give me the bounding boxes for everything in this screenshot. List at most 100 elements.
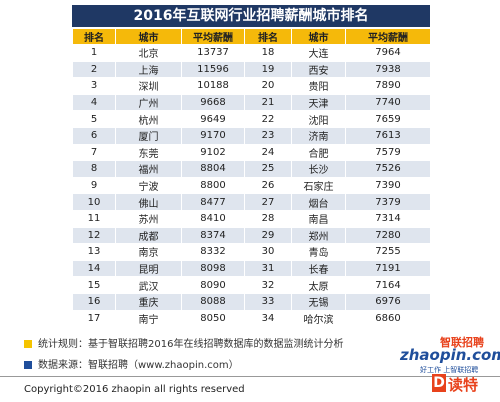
title: 2016年互联网行业招聘薪酬城市排名 <box>72 5 430 27</box>
table-cell: 30 <box>244 243 292 261</box>
table-cell: 9102 <box>181 143 245 162</box>
table-cell: 7938 <box>345 60 431 79</box>
table-row: 12 成都 8374 29 郑州 7280 <box>72 226 431 245</box>
table-cell: 烟台 <box>291 193 346 211</box>
table-cell: 13737 <box>181 44 245 62</box>
table-row: 2 上海 11596 19 西安 7938 <box>72 60 431 79</box>
table-cell: 7659 <box>345 110 431 128</box>
table-cell: 34 <box>244 309 292 328</box>
table-cell: 石家庄 <box>291 176 346 195</box>
header-cell: 平均薪酬 <box>181 28 245 45</box>
table-cell: 6860 <box>345 309 431 328</box>
table-cell: 昆明 <box>115 259 182 278</box>
table-cell: 8374 <box>181 226 245 245</box>
table-cell: 10 <box>72 193 116 211</box>
table-cell: 杭州 <box>115 110 182 128</box>
table-cell: 武汉 <box>115 276 182 294</box>
table-cell: 17 <box>72 309 116 328</box>
table-cell: 天津 <box>291 93 346 112</box>
table-cell: 8 <box>72 160 116 178</box>
table-cell: 4 <box>72 93 116 112</box>
salary-table: 排名 城市 平均薪酬 排名 城市 平均薪酬 1 北京 13737 18 大连 7964 2 上海 11596… <box>72 28 431 328</box>
header-row: 排名 城市 平均薪酬 排名 城市 平均薪酬 <box>72 28 431 45</box>
table-cell: 9 <box>72 176 116 195</box>
table-cell: 8804 <box>181 160 245 178</box>
table-cell: 21 <box>244 93 292 112</box>
copyright: Copyright©2016 zhaopin all rights reserv… <box>24 384 245 395</box>
table-cell: 7740 <box>345 93 431 112</box>
table-row: 16 重庆 8088 33 无锡 6976 <box>72 292 431 311</box>
table-cell: 北京 <box>115 44 182 62</box>
table-cell: 32 <box>244 276 292 294</box>
header-cell: 排名 <box>72 28 116 45</box>
table-cell: 苏州 <box>115 209 182 228</box>
logo-slogan: 好工作 上智联招聘 <box>420 366 479 374</box>
table-cell: 7280 <box>345 226 431 245</box>
table-row: 5 杭州 9649 22 沈阳 7659 <box>72 110 431 128</box>
note-source: 数据来源：智联招聘（www.zhaopin.com） <box>24 356 239 371</box>
table-cell: 贵阳 <box>291 77 346 95</box>
table-cell: 重庆 <box>115 292 182 311</box>
table-cell: 27 <box>244 193 292 211</box>
table-cell: 8098 <box>181 259 245 278</box>
table-cell: 广州 <box>115 93 182 112</box>
logo-partner: 读特 <box>448 376 479 394</box>
table-cell: 9649 <box>181 110 245 128</box>
table-cell: 28 <box>244 209 292 228</box>
table-cell: 7314 <box>345 209 431 228</box>
table-cell: 2 <box>72 60 116 79</box>
table-row: 8 福州 8804 25 长沙 7526 <box>72 160 431 178</box>
table-cell: 6976 <box>345 292 431 311</box>
table-cell: 22 <box>244 110 292 128</box>
table-cell: 7379 <box>345 193 431 211</box>
table-cell: 哈尔滨 <box>291 309 346 328</box>
table-cell: 9668 <box>181 93 245 112</box>
table-row: 14 昆明 8098 31 长春 7191 <box>72 259 431 278</box>
note-text: 统计规则：基于智联招聘2016年在线招聘数据库的数据监测统计分析 <box>38 339 344 350</box>
header-cell: 排名 <box>244 28 292 45</box>
table-cell: 29 <box>244 226 292 245</box>
table-cell: 1 <box>72 44 116 62</box>
header-cell: 城市 <box>115 28 182 45</box>
table-row: 17 南宁 8050 34 哈尔滨 6860 <box>72 309 431 328</box>
header-cell: 城市 <box>291 28 346 45</box>
header-cell: 平均薪酬 <box>345 28 431 45</box>
table-row: 3 深圳 10188 20 贵阳 7890 <box>72 77 431 95</box>
table-cell: 厦门 <box>115 126 182 145</box>
table-cell: 南宁 <box>115 309 182 328</box>
table-cell: 南昌 <box>291 209 346 228</box>
table-cell: 19 <box>244 60 292 79</box>
note-rule: 统计规则：基于智联招聘2016年在线招聘数据库的数据监测统计分析 <box>24 335 343 350</box>
table-cell: 33 <box>244 292 292 311</box>
table-cell: 24 <box>244 143 292 162</box>
table-cell: 14 <box>72 259 116 278</box>
table-cell: 10188 <box>181 77 245 95</box>
table-cell: 7613 <box>345 126 431 145</box>
table-cell: 9170 <box>181 126 245 145</box>
logo-brand: 智联招聘 <box>440 336 484 349</box>
note-text: 数据来源：智联招聘（www.zhaopin.com） <box>38 360 239 371</box>
table-cell: 7579 <box>345 143 431 162</box>
table-cell: 长沙 <box>291 160 346 178</box>
table-cell: 16 <box>72 292 116 311</box>
table-cell: 7526 <box>345 160 431 178</box>
table-cell: 7390 <box>345 176 431 195</box>
table-cell: 11 <box>72 209 116 228</box>
table-cell: 31 <box>244 259 292 278</box>
table-row: 11 苏州 8410 28 南昌 7314 <box>72 209 431 228</box>
table-cell: 20 <box>244 77 292 95</box>
table-row: 7 东莞 9102 24 合肥 7579 <box>72 143 431 162</box>
table-row: 4 广州 9668 21 天津 7740 <box>72 93 431 112</box>
table-cell: 佛山 <box>115 193 182 211</box>
separator <box>0 376 500 377</box>
table-cell: 8090 <box>181 276 245 294</box>
table-cell: 宁波 <box>115 176 182 195</box>
logo-site: zhaopin.com <box>400 346 500 364</box>
table-cell: 15 <box>72 276 116 294</box>
table-row: 15 武汉 8090 32 太原 7164 <box>72 276 431 294</box>
table-cell: 3 <box>72 77 116 95</box>
table-row: 10 佛山 8477 27 烟台 7379 <box>72 193 431 211</box>
table-cell: 6 <box>72 126 116 145</box>
table-cell: 11596 <box>181 60 245 79</box>
